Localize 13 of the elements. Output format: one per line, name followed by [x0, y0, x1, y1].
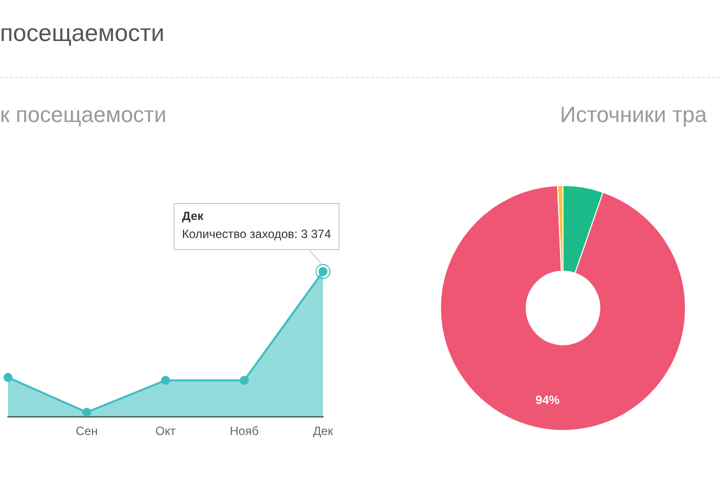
- x-tick-label: Дек: [312, 424, 334, 438]
- annotation: Дек Количество заходов: 3 374: [182, 208, 332, 241]
- point: [240, 376, 249, 385]
- chart-title: к посещаемости: [0, 102, 166, 128]
- data-label: 94%: [536, 393, 560, 408]
- point: [161, 376, 170, 385]
- point: [82, 408, 92, 417]
- x-tick-label: Нояб: [230, 424, 259, 438]
- x-tick-label: Окт: [155, 424, 176, 438]
- text: посещаемости: [0, 20, 164, 48]
- point: [4, 372, 12, 382]
- chart-title: Источники тра: [560, 102, 707, 128]
- x-tick-label: Сен: [76, 424, 98, 438]
